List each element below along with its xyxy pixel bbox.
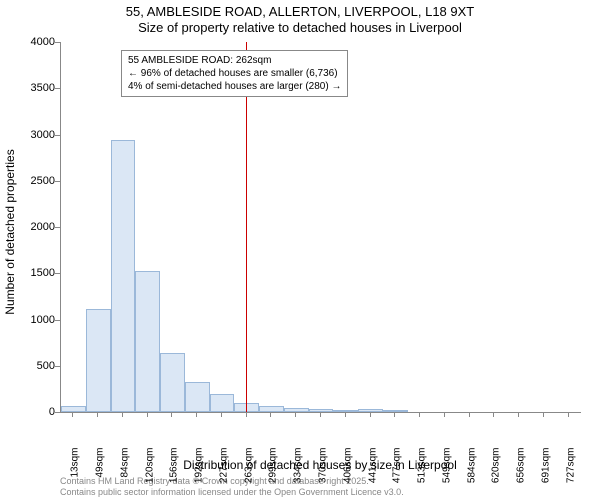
x-tick-mark <box>568 412 569 417</box>
x-tick-mark <box>345 412 346 417</box>
y-tick-mark <box>55 227 60 228</box>
y-tick-label: 500 <box>15 360 55 372</box>
chart-title-line2: Size of property relative to detached ho… <box>0 20 600 35</box>
x-tick-label: 406sqm <box>342 448 353 498</box>
y-tick-label: 1500 <box>15 267 55 279</box>
y-tick-label: 3500 <box>15 82 55 94</box>
x-tick-mark <box>246 412 247 417</box>
x-tick-label: 513sqm <box>417 448 428 498</box>
x-tick-mark <box>518 412 519 417</box>
x-tick-mark <box>270 412 271 417</box>
histogram-bar <box>160 353 185 412</box>
x-tick-mark <box>419 412 420 417</box>
x-tick-label: 656sqm <box>516 448 527 498</box>
x-tick-label: 227sqm <box>218 448 229 498</box>
x-tick-label: 84sqm <box>119 448 130 498</box>
x-tick-label: 584sqm <box>466 448 477 498</box>
x-tick-mark <box>370 412 371 417</box>
x-tick-mark <box>320 412 321 417</box>
x-tick-label: 49sqm <box>95 448 106 498</box>
y-tick-mark <box>55 366 60 367</box>
y-tick-mark <box>55 42 60 43</box>
annotation-box: 55 AMBLESIDE ROAD: 262sqm← 96% of detach… <box>121 50 348 97</box>
y-tick-label: 2000 <box>15 221 55 233</box>
x-tick-label: 549sqm <box>441 448 452 498</box>
x-tick-label: 156sqm <box>169 448 180 498</box>
x-tick-mark <box>444 412 445 417</box>
y-tick-label: 1000 <box>15 314 55 326</box>
y-tick-mark <box>55 181 60 182</box>
x-tick-mark <box>493 412 494 417</box>
x-tick-mark <box>147 412 148 417</box>
chart-title-line1: 55, AMBLESIDE ROAD, ALLERTON, LIVERPOOL,… <box>0 4 600 19</box>
histogram-bar <box>135 271 160 412</box>
histogram-bar <box>259 406 284 412</box>
y-tick-label: 3000 <box>15 129 55 141</box>
x-tick-mark <box>221 412 222 417</box>
histogram-bar <box>210 394 235 412</box>
x-tick-mark <box>295 412 296 417</box>
x-tick-label: 691sqm <box>540 448 551 498</box>
x-tick-label: 620sqm <box>491 448 502 498</box>
x-tick-label: 120sqm <box>144 448 155 498</box>
x-tick-label: 477sqm <box>392 448 403 498</box>
x-tick-label: 441sqm <box>367 448 378 498</box>
y-tick-label: 0 <box>15 406 55 418</box>
x-tick-label: 263sqm <box>243 448 254 498</box>
histogram-bar <box>333 410 358 412</box>
x-tick-label: 299sqm <box>268 448 279 498</box>
annotation-line1: 55 AMBLESIDE ROAD: 262sqm <box>128 54 341 67</box>
x-tick-mark <box>196 412 197 417</box>
chart-container: 55, AMBLESIDE ROAD, ALLERTON, LIVERPOOL,… <box>0 0 600 500</box>
x-tick-mark <box>72 412 73 417</box>
y-tick-mark <box>55 412 60 413</box>
x-tick-mark <box>394 412 395 417</box>
x-tick-mark <box>469 412 470 417</box>
y-tick-mark <box>55 88 60 89</box>
x-tick-label: 334sqm <box>293 448 304 498</box>
histogram-bar <box>111 140 136 412</box>
x-tick-mark <box>97 412 98 417</box>
histogram-bar <box>358 409 383 412</box>
y-tick-label: 4000 <box>15 36 55 48</box>
x-tick-label: 727sqm <box>565 448 576 498</box>
histogram-bar <box>61 406 86 412</box>
annotation-line2: ← 96% of detached houses are smaller (6,… <box>128 67 341 80</box>
x-tick-mark <box>171 412 172 417</box>
histogram-bar <box>185 382 210 412</box>
x-tick-mark <box>122 412 123 417</box>
x-tick-label: 192sqm <box>194 448 205 498</box>
marker-line <box>246 42 247 412</box>
plot-area: 55 AMBLESIDE ROAD: 262sqm← 96% of detach… <box>60 42 581 413</box>
histogram-bar <box>86 309 111 412</box>
x-tick-label: 13sqm <box>70 448 81 498</box>
y-tick-label: 2500 <box>15 175 55 187</box>
y-tick-mark <box>55 320 60 321</box>
x-tick-mark <box>543 412 544 417</box>
y-tick-mark <box>55 135 60 136</box>
y-tick-mark <box>55 273 60 274</box>
x-tick-label: 370sqm <box>318 448 329 498</box>
annotation-line3: 4% of semi-detached houses are larger (2… <box>128 80 341 93</box>
